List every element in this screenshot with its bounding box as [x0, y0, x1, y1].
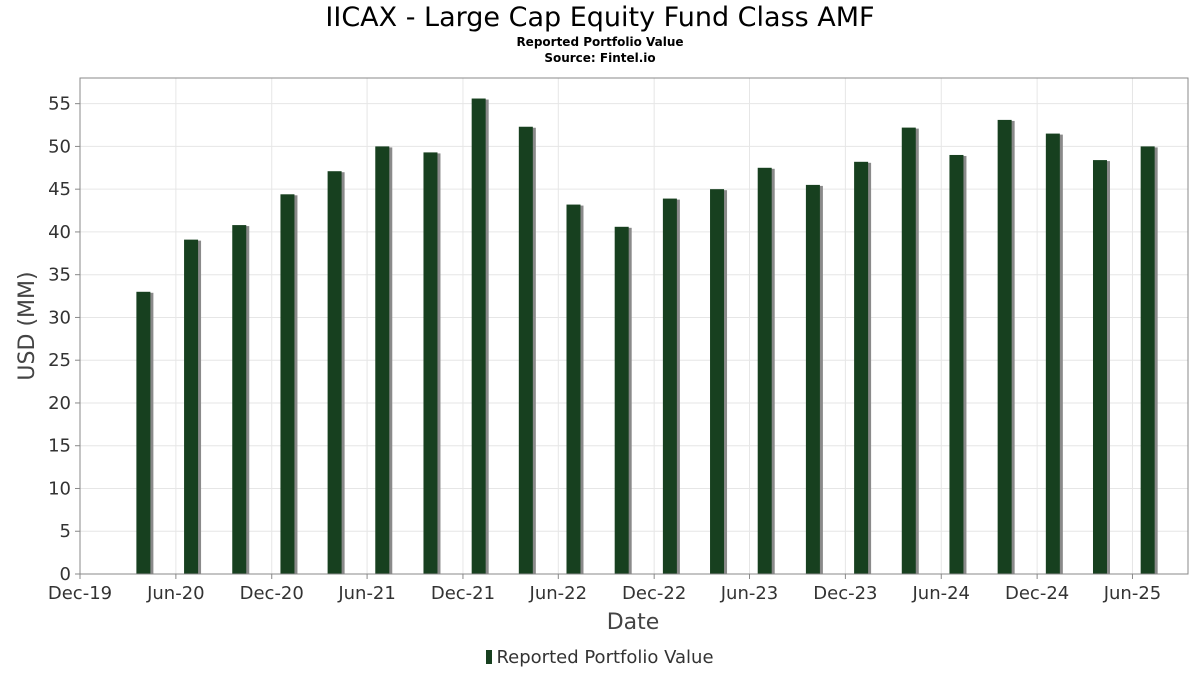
- y-tick-label: 45: [48, 179, 71, 200]
- x-tick-label: Jun-21: [337, 583, 396, 604]
- chart-title: IICAX - Large Cap Equity Fund Class AMF: [325, 2, 875, 33]
- bar: [662, 198, 677, 574]
- y-tick-label: 25: [48, 350, 71, 371]
- y-tick-label: 55: [48, 94, 71, 115]
- bar: [614, 226, 629, 575]
- legend-label: Reported Portfolio Value: [496, 647, 714, 668]
- bar: [901, 127, 916, 574]
- x-tick-label: Jun-24: [911, 583, 970, 604]
- y-tick-label: 0: [60, 564, 71, 585]
- bar: [854, 161, 869, 575]
- x-tick-label: Dec-20: [240, 583, 304, 604]
- x-tick-label: Dec-23: [813, 583, 877, 604]
- bar: [375, 146, 390, 574]
- x-tick-label: Jun-20: [146, 583, 205, 604]
- legend: Reported Portfolio Value: [0, 647, 1200, 668]
- bar: [566, 204, 581, 574]
- legend-swatch: [486, 650, 493, 664]
- y-tick-label: 40: [48, 222, 71, 243]
- x-tick-label: Dec-19: [48, 583, 112, 604]
- y-tick-label: 30: [48, 307, 71, 328]
- bar: [997, 119, 1012, 575]
- y-tick-label: 5: [60, 521, 71, 542]
- x-tick-label: Dec-22: [622, 583, 686, 604]
- y-tick-label: 50: [48, 136, 71, 157]
- plot-frame: [79, 77, 1189, 575]
- y-tick-label: 35: [48, 265, 71, 286]
- x-tick-label: Dec-21: [431, 583, 495, 604]
- bars: [136, 98, 1158, 575]
- bar: [757, 167, 772, 575]
- x-axis-title: Date: [607, 610, 660, 635]
- bar: [136, 291, 151, 574]
- x-tick-label: Jun-22: [529, 583, 588, 604]
- bar: [949, 154, 964, 574]
- bar: [1045, 133, 1060, 574]
- plot-border: [79, 77, 1189, 575]
- bar: [280, 194, 295, 574]
- bar: [710, 189, 725, 574]
- bar: [423, 152, 438, 574]
- bar: [184, 239, 199, 575]
- bar: [1140, 146, 1155, 574]
- bar: [805, 184, 820, 574]
- chart-subtitle: Reported Portfolio Value: [516, 35, 684, 49]
- bar: [327, 171, 342, 574]
- y-tick-label: 20: [48, 393, 71, 414]
- bar: [518, 126, 533, 575]
- bar: [1092, 160, 1107, 574]
- x-tick-label: Dec-24: [1005, 583, 1069, 604]
- y-axis-title: USD (MM): [15, 271, 40, 380]
- x-tick-label: Jun-25: [1103, 583, 1162, 604]
- y-axis-ticks: 0 5 10 15 20 25 30 35 40 45 50 55: [48, 94, 80, 585]
- x-axis-ticks: Dec-19 Jun-20 Dec-20 Jun-21 Dec-21 Jun-22 Dec-…: [48, 574, 1161, 604]
- y-tick-label: 10: [48, 478, 71, 499]
- bar: [232, 225, 247, 574]
- bar: [471, 98, 486, 574]
- x-tick-label: Jun-23: [720, 583, 779, 604]
- chart-source: Source: Fintel.io: [544, 51, 656, 65]
- y-tick-label: 15: [48, 436, 71, 457]
